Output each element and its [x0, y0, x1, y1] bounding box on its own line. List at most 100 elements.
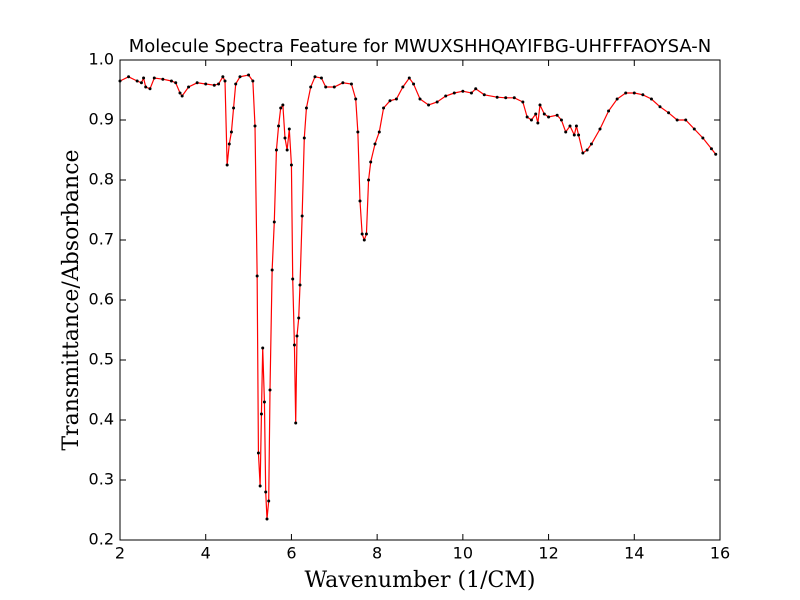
data-point [482, 93, 486, 97]
data-point [319, 76, 323, 80]
data-point [258, 484, 262, 488]
data-point [504, 96, 508, 100]
x-tick-label: 6 [286, 544, 296, 563]
data-point [394, 97, 398, 101]
data-point [373, 142, 377, 146]
data-point [714, 152, 718, 156]
data-point [247, 73, 251, 77]
data-point [692, 127, 696, 131]
data-point [607, 109, 611, 113]
data-point [525, 115, 529, 119]
data-point [152, 76, 156, 80]
data-point [542, 112, 546, 116]
y-tick-label: 0.7 [89, 230, 114, 249]
data-point [401, 85, 405, 89]
data-point [435, 100, 439, 104]
data-point [291, 277, 295, 281]
data-point [538, 103, 542, 107]
data-point [581, 151, 585, 155]
data-point [684, 118, 688, 122]
data-point [225, 163, 229, 167]
data-point [279, 106, 283, 110]
data-point [221, 75, 225, 79]
data-point [632, 91, 636, 95]
data-point [161, 77, 165, 81]
data-point [364, 232, 368, 236]
data-point [349, 82, 353, 86]
data-point [169, 79, 173, 83]
data-point [382, 106, 386, 110]
data-point [412, 82, 416, 86]
data-point [178, 91, 182, 95]
data-point [641, 93, 645, 97]
y-tick-label: 0.8 [89, 170, 114, 189]
y-tick-label: 0.5 [89, 350, 114, 369]
data-point [577, 133, 581, 137]
data-point [536, 121, 540, 125]
data-point [407, 76, 411, 80]
data-point [135, 79, 139, 83]
y-tick-label: 0.6 [89, 290, 114, 309]
x-tick-label: 4 [201, 544, 211, 563]
x-tick-label: 8 [372, 544, 382, 563]
data-point [144, 85, 148, 89]
data-point [283, 136, 287, 140]
data-point [369, 160, 373, 164]
y-tick-label: 0.2 [89, 530, 114, 549]
data-point [281, 103, 285, 107]
data-point [362, 238, 366, 242]
data-point [559, 118, 563, 122]
data-point [217, 82, 221, 86]
data-point [195, 81, 199, 85]
data-point [529, 118, 533, 122]
data-point [701, 136, 705, 140]
data-point [615, 97, 619, 101]
data-point [354, 97, 358, 101]
data-point [512, 96, 516, 100]
x-tick-label: 10 [453, 544, 473, 563]
data-point [292, 343, 296, 347]
data-point [302, 136, 306, 140]
data-point [238, 75, 242, 79]
x-tick-label: 14 [624, 544, 644, 563]
data-point [287, 127, 291, 131]
data-point [298, 283, 302, 287]
data-point [229, 130, 233, 134]
data-point [294, 421, 298, 425]
data-point [265, 517, 269, 521]
data-point [267, 499, 271, 503]
data-point [297, 316, 301, 320]
data-point [624, 91, 628, 95]
data-point [309, 85, 313, 89]
data-point [259, 412, 263, 416]
data-point [295, 334, 299, 338]
y-tick-label: 0.4 [89, 410, 114, 429]
data-point [253, 124, 257, 128]
data-point [469, 91, 473, 95]
y-axis-label: Transmittance/Absorbance [59, 149, 84, 450]
data-point [388, 99, 392, 103]
data-point [270, 268, 274, 272]
data-point [148, 87, 152, 91]
data-point [555, 113, 559, 117]
data-point [356, 130, 360, 134]
data-point [304, 106, 308, 110]
data-point [444, 94, 448, 98]
data-point [264, 490, 268, 494]
data-point [300, 214, 304, 218]
data-point [589, 142, 593, 146]
data-point [289, 163, 293, 167]
data-point [234, 82, 238, 86]
data-point [358, 199, 362, 203]
x-tick-label: 12 [538, 544, 558, 563]
data-point [285, 148, 289, 152]
data-point [127, 75, 131, 79]
data-point [461, 89, 465, 93]
data-point [227, 142, 231, 146]
data-point [272, 220, 276, 224]
data-point [256, 451, 260, 455]
data-point [360, 232, 364, 236]
data-point [262, 400, 266, 404]
data-point [585, 148, 589, 152]
